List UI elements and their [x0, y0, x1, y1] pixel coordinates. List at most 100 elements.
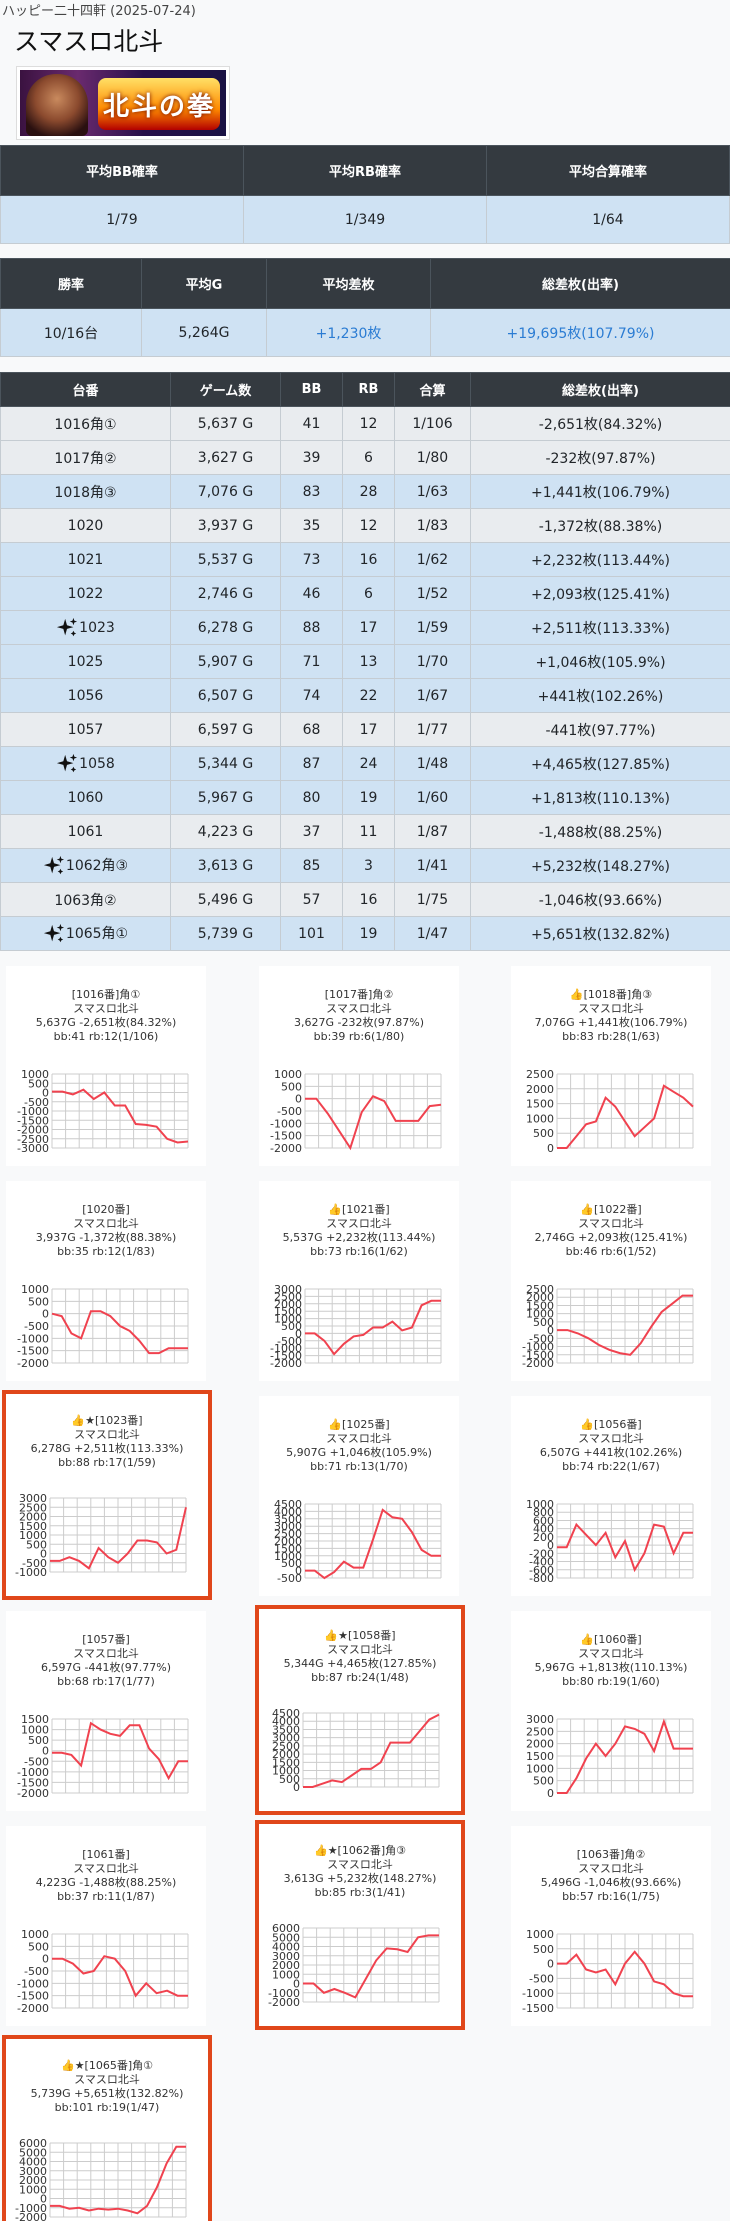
- y-tick-label: 0: [295, 1327, 302, 1340]
- chart-title: 👍[1021番]: [328, 1203, 390, 1216]
- machine-chart-card[interactable]: [1057番] スマスロ北斗 6,597G -441枚(97.77%) bb:68 r…: [6, 1611, 206, 1811]
- machine-chart-card[interactable]: 👍[1021番] スマスロ北斗 5,537G +2,232枚(113.44%) bb:…: [259, 1181, 459, 1381]
- machine-chart-card[interactable]: [1017番]角② スマスロ北斗 3,627G -232枚(97.87%) bb:39…: [259, 966, 459, 1166]
- total-diff-cell: +2,093枚(125.41%): [470, 576, 730, 611]
- chart-line2: bb:41 rb:12(1/106): [53, 1030, 159, 1043]
- bb-cell-text: 101: [298, 925, 325, 942]
- table-row[interactable]: 1023 6,278 G 88 17 1/59 +2,511枚(113.33%): [0, 610, 730, 645]
- table-row[interactable]: 1018角③ 7,076 G 83 28 1/63 +1,441枚(106.79%): [0, 474, 730, 509]
- machine-no-cell: 1065角①: [0, 916, 171, 951]
- probability-table: 平均BB確率 平均RB確率 平均合算確率 1/79 1/349 1/64: [0, 145, 730, 244]
- chart-line2: bb:37 rb:11(1/87): [57, 1890, 155, 1903]
- chart-line1: 5,637G -2,651枚(84.32%): [35, 1016, 177, 1029]
- chart-title-block: 👍[1060番] スマスロ北斗 5,967G +1,813枚(110.13%) bb:…: [511, 1633, 711, 1689]
- table-row[interactable]: 1065角① 5,739 G 101 19 1/47 +5,651枚(132.82%): [0, 916, 730, 951]
- games-cell: 5,344 G: [170, 746, 281, 781]
- y-tick-label: 3500: [272, 1723, 300, 1736]
- machine-no-cell-text: 1022: [67, 585, 104, 602]
- table-row[interactable]: 1056 6,507 G 74 22 1/67 +441枚(102.26%): [0, 678, 730, 713]
- machine-chart-card[interactable]: [1020番] スマスロ北斗 3,937G -1,372枚(88.38%) bb:35…: [6, 1181, 206, 1381]
- avg-games-header: 平均G: [141, 258, 267, 309]
- machine-chart-card[interactable]: 👍[1060番] スマスロ北斗 5,967G +1,813枚(110.13%) bb:…: [511, 1611, 711, 1811]
- y-tick-label: -600: [529, 1564, 554, 1577]
- chart-line1: 4,223G -1,488枚(88.25%): [35, 1876, 177, 1889]
- machine-chart-card[interactable]: 👍★[1065番]角① スマスロ北斗 5,739G +5,651枚(132.82%)…: [2, 2035, 212, 2221]
- total-diff-cell: +2,232枚(113.44%): [470, 542, 730, 577]
- machine-no-cell-text: 1057: [67, 721, 104, 738]
- probability-value-row: 1/79 1/349 1/64: [0, 195, 730, 244]
- y-tick-label: -1000: [17, 1977, 49, 1990]
- y-tick-label: 4000: [19, 2156, 47, 2169]
- table-row[interactable]: 1020 3,937 G 35 12 1/83 -1,372枚(88.38%): [0, 508, 730, 543]
- y-tick-label: -500: [529, 1972, 554, 1985]
- chart-line1: 7,076G +1,441枚(106.79%): [534, 1016, 688, 1029]
- total-prob-cell-text: 1/70: [416, 653, 449, 670]
- y-tick-label: 6000: [19, 2139, 47, 2150]
- diff-series-line: [50, 2145, 186, 2215]
- total-prob-cell: 1/60: [394, 780, 471, 815]
- y-tick-label: 2000: [272, 1748, 300, 1761]
- chart-line2: bb:35 rb:12(1/83): [57, 1245, 155, 1258]
- total-diff-cell: +441枚(102.26%): [470, 678, 730, 713]
- chart-subtitle: スマスロ北斗: [326, 1432, 392, 1445]
- machine-chart-card[interactable]: [1016番]角① スマスロ北斗 5,637G -2,651枚(84.32%) bb:…: [6, 966, 206, 1166]
- bb-cell-text: 83: [302, 483, 321, 500]
- table-row[interactable]: 1062角③ 3,613 G 85 3 1/41 +5,232枚(148.27%): [0, 848, 730, 883]
- y-tick-label: -2000: [270, 1357, 302, 1369]
- bb-cell-text: 37: [302, 823, 321, 840]
- games-cell: 6,597 G: [170, 712, 281, 747]
- chart-line2: bb:83 rb:28(1/63): [562, 1030, 660, 1043]
- y-tick-label: -1000: [17, 1332, 49, 1345]
- machine-chart-card[interactable]: 👍[1056番] スマスロ北斗 6,507G +441枚(102.26%) bb:74…: [511, 1396, 711, 1596]
- rb-cell-text: 6: [364, 585, 373, 602]
- table-row[interactable]: 1017角② 3,627 G 39 6 1/80 -232枚(97.87%): [0, 440, 730, 475]
- machine-chart-card[interactable]: 👍[1018番]角③ スマスロ北斗 7,076G +1,441枚(106.79%) b…: [511, 966, 711, 1166]
- y-tick-label: 2000: [274, 1535, 302, 1548]
- y-tick-label: -500: [24, 1965, 49, 1978]
- chart-line2: bb:73 rb:16(1/62): [310, 1245, 408, 1258]
- y-tick-label: -500: [529, 1332, 554, 1345]
- y-tick-label: -2000: [15, 2211, 47, 2221]
- y-tick-label: 0: [42, 1308, 49, 1321]
- machine-banner-image[interactable]: 北斗の拳: [16, 66, 230, 140]
- avg-diff-value: +1,230枚: [266, 308, 431, 357]
- table-row[interactable]: 1016角① 5,637 G 41 12 1/106 -2,651枚(84.32%): [0, 406, 730, 441]
- machine-chart-card[interactable]: 👍★[1023番] スマスロ北斗 6,278G +2,511枚(113.33%) bb…: [2, 1390, 212, 1600]
- machine-chart-card[interactable]: 👍[1022番] スマスロ北斗 2,746G +2,093枚(125.41%) bb:…: [511, 1181, 711, 1381]
- total-prob-cell-text: 1/63: [416, 483, 449, 500]
- machine-chart-card[interactable]: 👍★[1062番]角③ スマスロ北斗 3,613G +5,232枚(148.27%)…: [255, 1820, 465, 2030]
- rb-cell-text: 16: [359, 551, 378, 568]
- chart-subtitle: スマスロ北斗: [74, 2073, 140, 2086]
- machine-chart-card[interactable]: [1061番] スマスロ北斗 4,223G -1,488枚(88.25%) bb:37…: [6, 1826, 206, 2026]
- table-row[interactable]: 1022 2,746 G 46 6 1/52 +2,093枚(125.41%): [0, 576, 730, 611]
- machine-chart-card[interactable]: 👍[1025番] スマスロ北斗 5,907G +1,046枚(105.9%) bb:7…: [259, 1396, 459, 1596]
- table-row[interactable]: 1025 5,907 G 71 13 1/70 +1,046枚(105.9%): [0, 644, 730, 679]
- table-row[interactable]: 1063角② 5,496 G 57 16 1/75 -1,046枚(93.66%): [0, 882, 730, 917]
- machine-chart-card[interactable]: 👍★[1058番] スマスロ北斗 5,344G +4,465枚(127.85%) bb…: [255, 1605, 465, 1815]
- y-tick-label: 1000: [21, 1930, 49, 1941]
- total-diff-cell-text: +4,465枚(127.85%): [530, 756, 671, 773]
- machine-chart-card[interactable]: [1063番]角② スマスロ北斗 5,496G -1,046枚(93.66%) bb:…: [511, 1826, 711, 2026]
- y-tick-label: 500: [281, 1320, 302, 1333]
- table-row[interactable]: 1060 5,967 G 80 19 1/60 +1,813枚(110.13%): [0, 780, 730, 815]
- diff-series-line: [303, 1713, 440, 1788]
- table-row[interactable]: 1057 6,597 G 68 17 1/77 -441枚(97.77%): [0, 712, 730, 747]
- y-tick-label: -2000: [17, 1787, 49, 1799]
- total-prob-cell-text: 1/77: [416, 721, 449, 738]
- total-prob-cell: 1/106: [394, 406, 471, 441]
- bb-cell: 46: [280, 576, 343, 611]
- chart-line2: bb:71 rb:13(1/70): [310, 1460, 408, 1473]
- y-tick-label: 400: [533, 1523, 554, 1536]
- chart-title-block: 👍[1025番] スマスロ北斗 5,907G +1,046枚(105.9%) bb:7…: [259, 1418, 459, 1474]
- machine-no-cell: 1057: [0, 712, 171, 747]
- table-row[interactable]: 1058 5,344 G 87 24 1/48 +4,465枚(127.85%): [0, 746, 730, 781]
- machine-no-cell-text: 1062角③: [65, 857, 129, 874]
- avg-total-prob-header: 平均合算確率: [486, 145, 730, 196]
- win-rate-header: 勝率: [0, 258, 142, 309]
- table-row[interactable]: 1061 4,223 G 37 11 1/87 -1,488枚(88.25%): [0, 814, 730, 849]
- bb-cell-text: 41: [302, 415, 321, 432]
- rb-cell: 13: [342, 644, 395, 679]
- table-row[interactable]: 1021 5,537 G 73 16 1/62 +2,232枚(113.44%): [0, 542, 730, 577]
- total-prob-cell-text: 1/60: [416, 789, 449, 806]
